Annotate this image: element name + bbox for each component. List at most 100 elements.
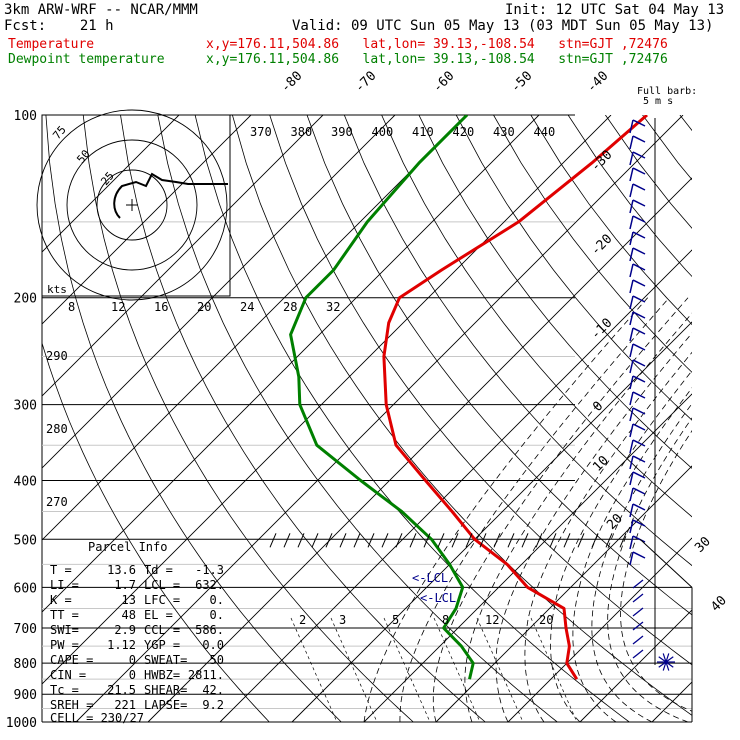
dry-adiabat xyxy=(82,115,414,723)
dry-adiabat xyxy=(120,115,486,723)
moist-adiabat xyxy=(432,297,689,723)
wind-barb xyxy=(629,359,634,374)
wind-barb xyxy=(629,167,634,182)
wind-barb xyxy=(629,295,634,310)
isotherm-label: 10 xyxy=(590,453,612,475)
mixing-ratio-line xyxy=(433,617,481,723)
wind-barb xyxy=(632,295,646,303)
mixing-ratio-line xyxy=(476,617,524,723)
tick-mark xyxy=(521,533,529,548)
dry-adiabat xyxy=(418,115,692,469)
hodograph-axis-label: 24 xyxy=(240,300,254,314)
mixing-ratio-label: 8 xyxy=(442,613,449,627)
theta-label: 430 xyxy=(493,125,515,139)
hodograph-ring xyxy=(66,139,198,271)
isotherm xyxy=(42,115,324,397)
wind-barb xyxy=(632,535,646,543)
hodograph-frame xyxy=(41,114,231,297)
parcel-row-value: 13.6 xyxy=(107,563,136,577)
dry-adiabat xyxy=(42,341,270,723)
dewpoint-legend: Dewpoint temperature xyxy=(8,52,165,67)
wind-barb xyxy=(632,327,646,335)
parcel-row-value: 221 xyxy=(114,698,136,712)
surface-wind xyxy=(662,653,667,663)
wind-barb xyxy=(632,649,644,659)
tick-mark xyxy=(353,533,361,548)
tick-mark xyxy=(535,533,543,548)
pressure-label: 400 xyxy=(14,474,37,489)
dry-adiabat xyxy=(493,115,692,373)
moist-adiabat xyxy=(572,387,692,723)
wind-barb xyxy=(632,375,646,383)
parcel-row-value: 0 xyxy=(129,668,136,682)
parcel-row-value: 1.12 xyxy=(107,638,136,652)
wind-barb xyxy=(629,199,634,214)
pressure-label: 600 xyxy=(14,581,37,596)
mixing-ratio-line xyxy=(530,617,578,723)
theta-label-low: 270 xyxy=(46,495,68,509)
theta-label: 380 xyxy=(291,125,313,139)
mixing-ratio-label: 5 xyxy=(392,613,399,627)
moist-adiabat xyxy=(399,297,670,723)
wind-barb xyxy=(632,621,644,631)
isotherm xyxy=(579,609,692,723)
isotherm xyxy=(42,115,540,613)
moist-adiabat xyxy=(464,312,692,723)
tick-mark xyxy=(619,533,627,548)
mixing-ratio-line xyxy=(290,617,338,723)
pressure-label: 100 xyxy=(14,109,37,124)
wind-barb xyxy=(632,183,646,191)
tick-mark xyxy=(507,533,515,548)
pressure-label: 500 xyxy=(14,533,37,548)
wind-barb xyxy=(632,151,646,159)
isotherm-label: -80 xyxy=(278,69,305,96)
wind-barb xyxy=(632,167,646,175)
forecast-hour: Fcst: 21 h xyxy=(4,18,114,34)
wind-barb xyxy=(632,519,646,527)
wind-barb xyxy=(632,343,646,351)
parcel-row-label: T = xyxy=(50,563,72,577)
wind-barb xyxy=(632,407,646,415)
lcl-label: <-LCL xyxy=(420,591,456,605)
tick-mark xyxy=(605,533,613,548)
isotherm-label: 0 xyxy=(590,399,606,415)
wind-barb xyxy=(629,471,634,486)
moist-adiabat xyxy=(591,402,692,723)
parcel-row-value: 586. xyxy=(195,623,224,637)
hodograph-axis-label: 8 xyxy=(68,300,75,314)
wind-barb xyxy=(632,215,646,223)
parcel-row-label: Tc = xyxy=(50,683,79,697)
moist-adiabat xyxy=(524,351,692,723)
tick-mark xyxy=(591,533,599,548)
parcel-row-value: 1.7 xyxy=(114,578,136,592)
tick-mark xyxy=(409,533,417,548)
theta-label-low: 290 xyxy=(46,349,68,363)
dewpoint-location: x,y=176.11,504.86 lat,lon= 39.13,-108.54… xyxy=(206,52,668,67)
temperature-legend: Temperature xyxy=(8,37,95,52)
dry-adiabat xyxy=(194,115,630,723)
wind-barb xyxy=(629,135,634,150)
mixing-ratio-label: 20 xyxy=(539,613,553,627)
tick-mark xyxy=(297,533,305,548)
dry-adiabat xyxy=(717,115,740,722)
parcel-row-label: SREH = xyxy=(50,698,93,712)
wind-barb xyxy=(629,535,634,550)
isotherm xyxy=(651,681,692,723)
wind-barb xyxy=(632,263,646,271)
parcel-row-value: -1.3 xyxy=(195,563,224,577)
tick-mark xyxy=(423,533,431,548)
wind-barb xyxy=(632,439,646,447)
wind-barb xyxy=(629,343,634,358)
isotherm-label: -20 xyxy=(588,232,615,259)
pressure-label: 800 xyxy=(14,657,37,672)
hodograph-axis-label: 20 xyxy=(197,300,211,314)
pressure-label: 700 xyxy=(14,622,37,637)
surface-wind xyxy=(665,653,670,663)
dry-adiabat xyxy=(530,115,692,326)
isotherm-label: 30 xyxy=(692,534,714,556)
hodograph-ring xyxy=(36,109,228,301)
tick-mark xyxy=(283,533,291,548)
wind-barb xyxy=(632,311,646,319)
wind-barb xyxy=(632,231,646,239)
